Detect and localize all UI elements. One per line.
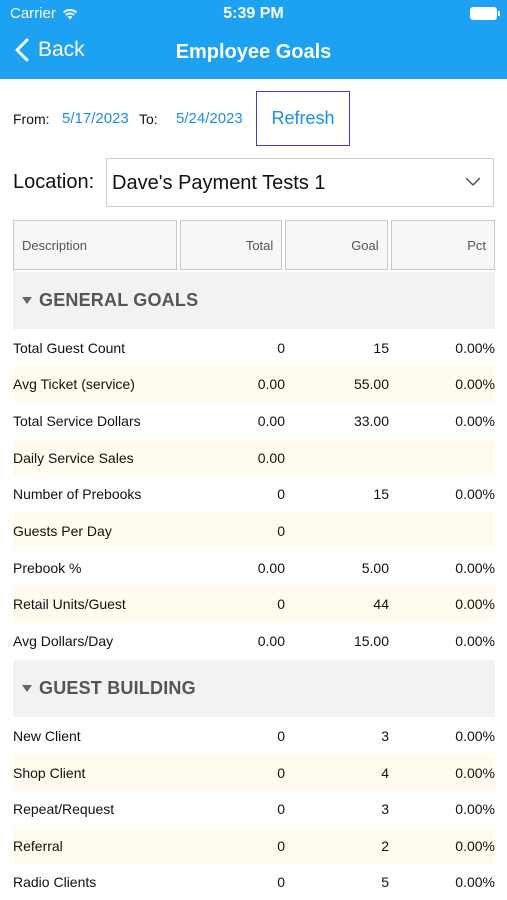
cell-total: 0 <box>277 340 285 356</box>
dropdown-caret-icon <box>465 177 481 186</box>
cell-total: 0.00 <box>257 633 285 649</box>
section-title: GUEST BUILDING <box>39 678 196 698</box>
table-row[interactable]: Repeat/Request 0 3 0.00% <box>13 790 495 827</box>
cell-goal: 15.00 <box>353 633 389 649</box>
cell-total: 0.00 <box>257 413 285 429</box>
table-row[interactable]: Referral 0 2 0.00% <box>13 827 495 864</box>
table-row[interactable]: Radio Clients 0 5 0.00% <box>13 863 495 900</box>
cell-description: Radio Clients <box>13 874 97 890</box>
table-row[interactable]: Avg Dollars/Day 0.00 15.00 0.00% <box>13 622 495 659</box>
cell-goal: 5 <box>381 874 389 890</box>
section-collapse-triangle-icon <box>22 297 32 304</box>
cell-total: 0 <box>277 486 285 502</box>
cell-goal: 44 <box>373 596 389 612</box>
cell-pct: 0.00% <box>455 765 495 781</box>
column-header-pct[interactable]: Pct <box>390 220 496 270</box>
location-filter: Location: Dave's Payment Tests 1 <box>0 158 507 208</box>
cell-pct: 0.00% <box>455 801 495 817</box>
table-row[interactable]: Avg Ticket (service) 0.00 55.00 0.00% <box>13 365 495 402</box>
cell-pct: 0.00% <box>455 560 495 576</box>
cell-total: 0.00 <box>257 376 285 392</box>
table-header: Description Total Goal Pct <box>13 220 496 270</box>
back-button[interactable]: Back <box>14 38 85 62</box>
cell-goal: 15 <box>373 486 389 502</box>
cell-goal: 55.00 <box>353 376 389 392</box>
cell-total: 0 <box>277 838 285 854</box>
table-row[interactable]: Total Service Dollars 0.00 33.00 0.00% <box>13 402 495 439</box>
carrier-label: Carrier <box>10 5 56 22</box>
location-select[interactable]: Dave's Payment Tests 1 <box>106 158 494 207</box>
table-row[interactable]: Prebook % 0.00 5.00 0.00% <box>13 549 495 586</box>
navigation-bar: Carrier 5:39 PM Back Employee Goals <box>0 0 507 79</box>
column-header-description[interactable]: Description <box>13 220 177 270</box>
cell-goal: 3 <box>381 801 389 817</box>
section-collapse-triangle-icon <box>22 685 32 692</box>
cell-description: Referral <box>13 838 63 854</box>
cell-total: 0 <box>277 801 285 817</box>
cell-total: 0.00 <box>257 450 285 466</box>
cell-description: Retail Units/Guest <box>13 596 126 612</box>
cell-pct: 0.00% <box>455 376 495 392</box>
from-label: From: <box>13 111 50 127</box>
cell-pct: 0.00% <box>455 486 495 502</box>
cell-pct: 0.00% <box>455 728 495 744</box>
column-header-total[interactable]: Total <box>179 220 283 270</box>
cell-goal: 5.00 <box>361 560 389 576</box>
location-selected-value: Dave's Payment Tests 1 <box>112 172 326 194</box>
table-row[interactable]: Guests Per Day 0 <box>13 512 495 549</box>
cell-pct: 0.00% <box>455 838 495 854</box>
location-label: Location: <box>13 171 95 193</box>
cell-pct: 0.00% <box>455 596 495 612</box>
cell-pct: 0.00% <box>455 874 495 890</box>
back-chevron-icon <box>15 38 29 62</box>
cell-pct: 0.00% <box>455 633 495 649</box>
cell-description: Prebook % <box>13 560 82 576</box>
cell-description: Total Guest Count <box>13 340 126 356</box>
cell-total: 0 <box>277 596 285 612</box>
table-row[interactable]: New Client 0 3 0.00% <box>13 717 495 754</box>
cell-goal: 2 <box>381 838 389 854</box>
cell-description: Repeat/Request <box>13 801 115 817</box>
column-header-goal[interactable]: Goal <box>285 220 388 270</box>
cell-total: 0 <box>277 523 285 539</box>
to-label: To: <box>139 111 158 127</box>
cell-pct: 0.00% <box>455 340 495 356</box>
cell-total: 0 <box>277 728 285 744</box>
date-range-filter: From: 5/17/2023 To: 5/24/2023 Refresh <box>0 91 507 147</box>
cell-pct: 0.00% <box>455 413 495 429</box>
table-row[interactable]: Retail Units/Guest 0 44 0.00% <box>13 585 495 622</box>
cell-description: Total Service Dollars <box>13 413 141 429</box>
cell-description: New Client <box>13 728 81 744</box>
carrier-indicator: Carrier <box>10 5 79 22</box>
section-header-general-goals[interactable]: GENERAL GOALS <box>13 272 495 329</box>
cell-description: Daily Service Sales <box>13 450 134 466</box>
cell-total: 0 <box>277 765 285 781</box>
cell-description: Number of Prebooks <box>13 486 142 502</box>
status-bar: Carrier 5:39 PM <box>0 0 507 28</box>
cell-total: 0 <box>277 874 285 890</box>
from-date-picker[interactable]: 5/17/2023 <box>62 110 129 127</box>
section-title: GENERAL GOALS <box>39 290 199 310</box>
status-time: 5:39 PM <box>223 5 284 22</box>
table-row[interactable]: Number of Prebooks 0 15 0.00% <box>13 475 495 512</box>
battery-icon <box>470 7 500 20</box>
cell-description: Avg Dollars/Day <box>13 633 114 649</box>
cell-goal: 15 <box>373 340 389 356</box>
table-row[interactable]: Daily Service Sales 0.00 <box>13 439 495 476</box>
cell-total: 0.00 <box>257 560 285 576</box>
cell-description: Guests Per Day <box>13 523 112 539</box>
table-row[interactable]: Shop Client 0 4 0.00% <box>13 754 495 791</box>
table-row[interactable]: Total Guest Count 0 15 0.00% <box>13 329 495 366</box>
cell-goal: 4 <box>381 765 389 781</box>
cell-description: Avg Ticket (service) <box>13 376 135 392</box>
cell-goal: 33.00 <box>353 413 389 429</box>
cell-description: Shop Client <box>13 765 86 781</box>
wifi-icon <box>62 9 77 20</box>
back-label: Back <box>38 38 85 61</box>
cell-goal: 3 <box>381 728 389 744</box>
refresh-button[interactable]: Refresh <box>256 91 350 146</box>
to-date-picker[interactable]: 5/24/2023 <box>176 110 243 127</box>
nav-header: Back Employee Goals <box>0 28 507 79</box>
section-header-guest-building[interactable]: GUEST BUILDING <box>13 660 495 717</box>
